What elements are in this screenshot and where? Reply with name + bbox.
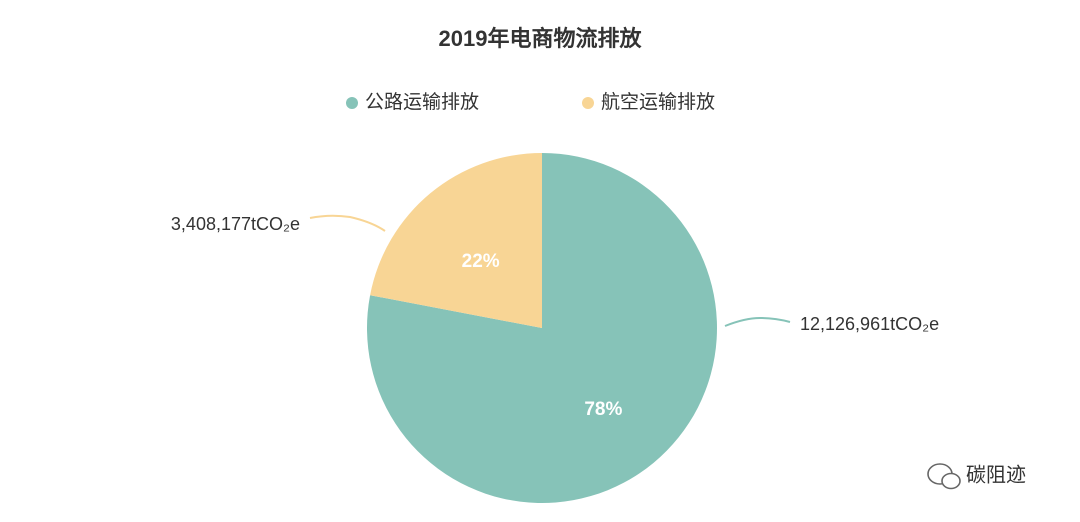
watermark-icon (941, 472, 961, 490)
legend-swatch (346, 97, 358, 109)
slice-percent-label: 22% (462, 251, 500, 272)
pie-slice (370, 153, 542, 328)
leader-line (309, 214, 386, 232)
amount-label: 12,126,961tCO₂e (800, 314, 939, 334)
legend-label: 航空运输排放 (601, 91, 715, 113)
slice-percent-label: 78% (584, 399, 622, 420)
chart-title: 2019年电商物流排放 (439, 26, 643, 51)
watermark: 碳阻迹 (927, 463, 1026, 490)
watermark-text: 碳阻迹 (966, 463, 1026, 486)
amount-label: 3,408,177tCO₂e (171, 214, 300, 234)
legend-swatch (582, 97, 594, 109)
leader-line (724, 316, 791, 327)
legend-label: 公路运输排放 (365, 91, 479, 113)
